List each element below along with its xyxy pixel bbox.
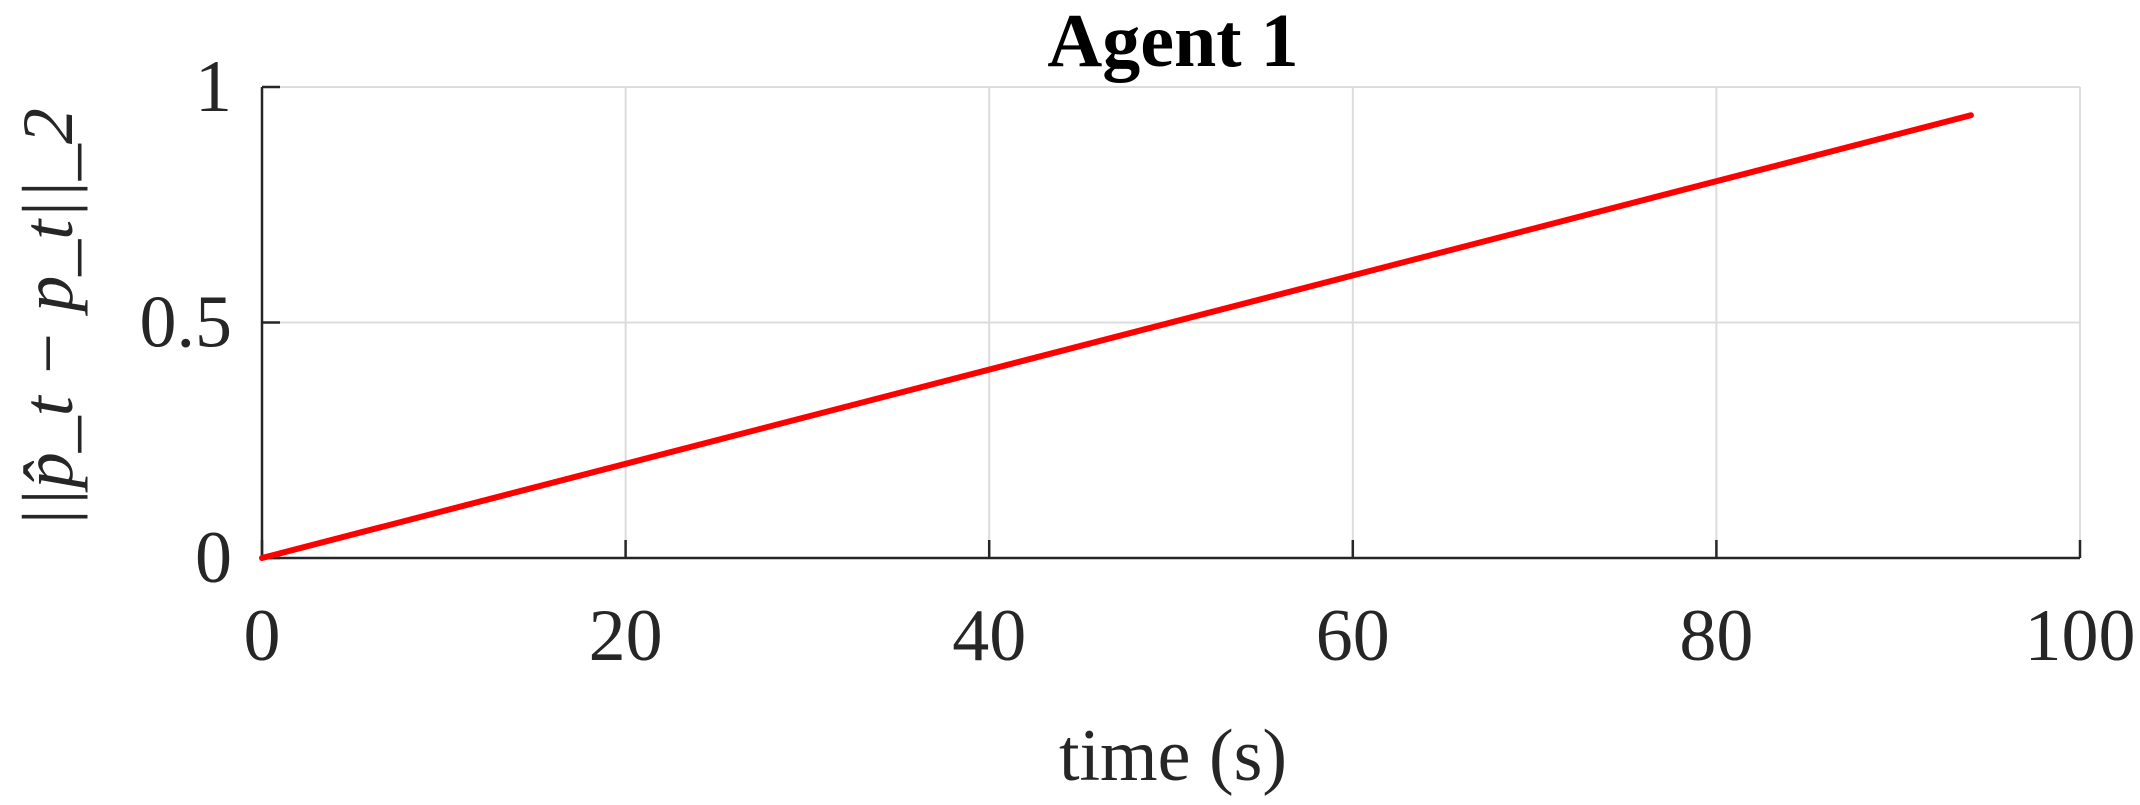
- x-tick-label: 40: [952, 595, 1026, 677]
- x-tick-label: 100: [2025, 595, 2136, 677]
- y-tick-label: 0: [195, 517, 232, 599]
- x-axis-label: time (s): [1059, 715, 1287, 797]
- chart-title: Agent 1: [1047, 0, 1298, 83]
- x-tick-label: 0: [244, 595, 281, 677]
- y-tick-label: 1: [195, 46, 232, 128]
- tick-labels: 0 20 40 60 80 100 0 0.5 1: [140, 46, 2136, 677]
- y-tick-label: 0.5: [140, 282, 233, 364]
- y-axis-label: ||p̂_t − p_t||_2: [8, 108, 88, 528]
- x-tick-label: 60: [1316, 595, 1390, 677]
- x-tick-label: 80: [1679, 595, 1753, 677]
- series-line: [259, 112, 1974, 561]
- series-lines: [259, 112, 1974, 561]
- x-tick-label: 20: [589, 595, 663, 677]
